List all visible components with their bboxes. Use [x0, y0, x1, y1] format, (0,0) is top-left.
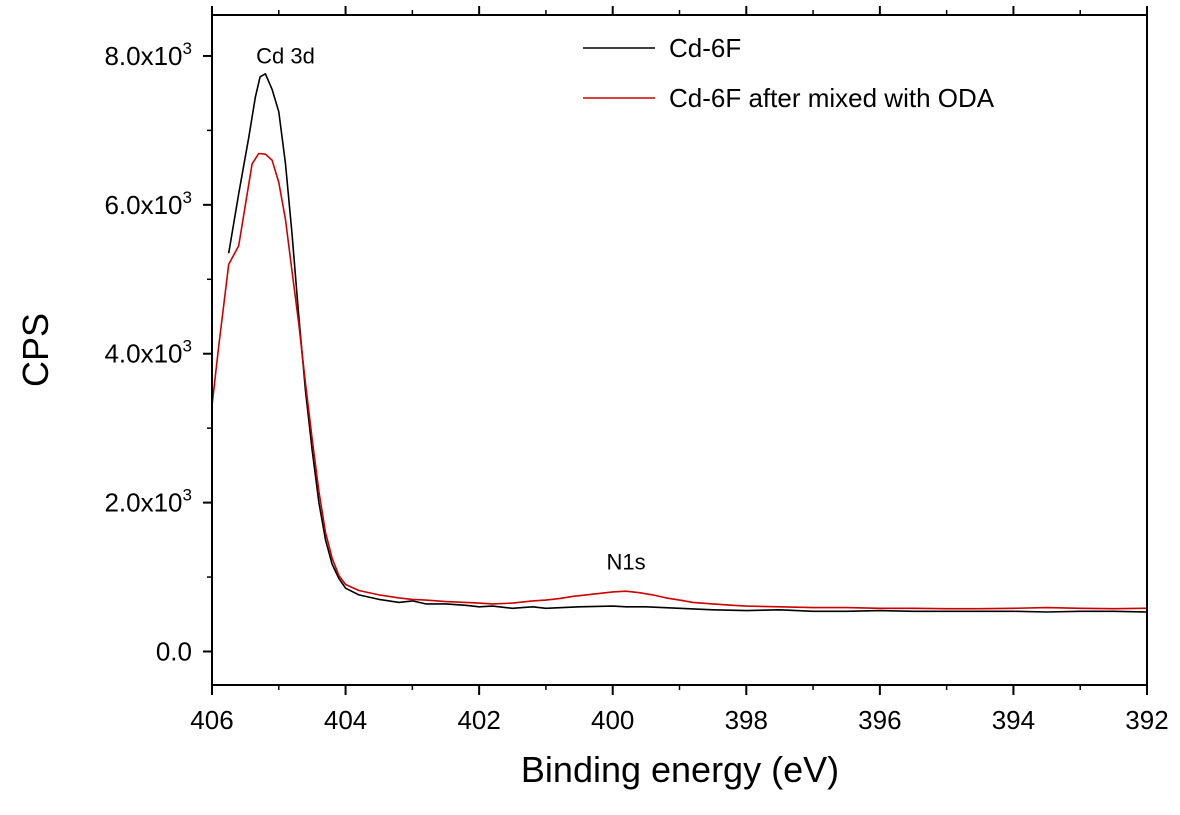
legend: Cd-6F Cd-6F after mixed with ODA [583, 33, 995, 113]
y-tick-mantissa: 0.0 [156, 637, 192, 667]
y-tick-label: 4.0x103 [104, 337, 192, 369]
y-tick-exponent: 3 [183, 39, 192, 58]
series-line-1 [211, 152, 1148, 610]
y-tick-exponent: 3 [183, 337, 192, 356]
x-tick-label: 406 [190, 705, 233, 735]
y-tick-exponent: 3 [183, 188, 192, 207]
y-tick-mantissa: 4.0x10 [104, 339, 182, 369]
x-tick-label: 398 [725, 705, 768, 735]
y-tick-mantissa: 2.0x10 [104, 488, 182, 518]
y-tick-exponent: 3 [183, 486, 192, 505]
annotation-label: N1s [607, 550, 646, 575]
x-tick-label: 402 [457, 705, 500, 735]
annotation-label: Cd 3d [256, 43, 315, 68]
x-tick-label: 400 [591, 705, 634, 735]
y-tick-label: 2.0x103 [104, 486, 192, 518]
x-tick-label: 396 [858, 705, 901, 735]
x-tick-label: 394 [992, 705, 1035, 735]
x-tick-labels: 406 404 402 400 398 396 394 392 [190, 705, 1168, 735]
y-tick-label: 0.0 [156, 637, 192, 667]
y-tick-label: 6.0x103 [104, 188, 192, 220]
y-tick-mantissa: 8.0x10 [104, 41, 182, 71]
x-axis-title: Binding energy (eV) [521, 749, 839, 790]
x-tick-label: 392 [1125, 705, 1168, 735]
legend-label-1: Cd-6F after mixed with ODA [669, 83, 995, 113]
legend-label-0: Cd-6F [669, 33, 741, 63]
y-tick-label: 8.0x103 [104, 39, 192, 71]
y-tick-mantissa: 6.0x10 [104, 190, 182, 220]
ticks-layer [203, 6, 1148, 695]
series-line-0 [227, 73, 1148, 613]
annotations: Cd 3d N1s [256, 43, 646, 574]
y-axis-title: CPS [15, 313, 56, 387]
series-layer [211, 73, 1148, 613]
x-tick-label: 404 [324, 705, 367, 735]
